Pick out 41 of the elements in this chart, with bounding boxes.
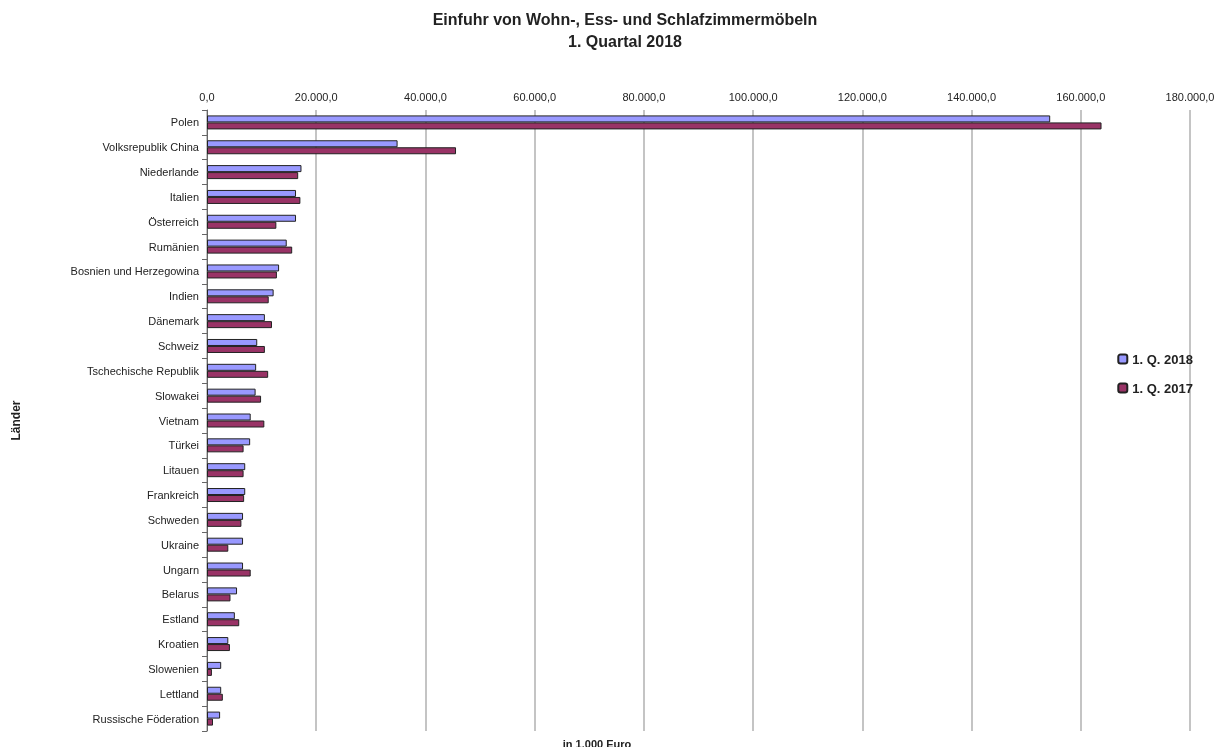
- y-tick-label: Volksrepublik China: [102, 141, 200, 154]
- y-tick-label: Ungarn: [162, 563, 199, 576]
- y-tick-label: Niederlande: [139, 166, 199, 179]
- x-tick-label: 60.000,0: [513, 90, 557, 103]
- y-tick-label: Ukraine: [161, 538, 199, 551]
- y-tick-label: Frankreich: [147, 489, 199, 502]
- x-tick-label: 160.000,0: [1056, 90, 1106, 103]
- x-tick-label: 140.000,0: [947, 90, 997, 103]
- x-tick-label: 0,0: [199, 90, 215, 103]
- chart-title: Einfuhr von Wohn-, Ess- und Schlafzimmermöbeln: [432, 10, 818, 28]
- y-tick-label: Vietnam: [158, 414, 199, 427]
- x-tick-label: 180.000,0: [1165, 90, 1215, 103]
- y-tick-label: Slowakei: [154, 389, 199, 402]
- legend-label: 1. Q. 2018: [1132, 351, 1194, 367]
- y-tick-label: Polen: [170, 116, 199, 129]
- x-tick-label: 80.000,0: [622, 90, 666, 103]
- y-tick-label: Bosnien und Herzegowina: [70, 265, 200, 278]
- y-tick-label: Litauen: [162, 464, 199, 477]
- x-tick-label: 120.000,0: [837, 90, 887, 103]
- y-tick-label: Italien: [169, 190, 199, 203]
- y-tick-label: Schweiz: [158, 339, 199, 352]
- y-tick-label: Schweden: [147, 513, 199, 526]
- x-tick-label: 20.000,0: [294, 90, 338, 103]
- x-tick-label: 100.000,0: [728, 90, 778, 103]
- y-tick-label: Österreich: [148, 215, 199, 228]
- y-tick-label: Rumänien: [148, 240, 199, 253]
- y-tick-label: Belarus: [161, 588, 200, 601]
- y-tick-label: Russische Föderation: [92, 712, 199, 725]
- y-tick-label: Indien: [169, 290, 199, 303]
- y-tick-label: Tschechische Republik: [87, 364, 200, 377]
- y-axis-title: Länder: [9, 400, 23, 441]
- chart-subtitle: 1. Quartal 2018: [568, 32, 683, 50]
- legend-label: 1. Q. 2017: [1132, 380, 1194, 396]
- y-tick-label: Kroatien: [158, 638, 199, 651]
- y-tick-label: Dänemark: [148, 315, 200, 328]
- y-tick-label: Türkei: [168, 439, 199, 452]
- y-tick-label: Estland: [162, 613, 199, 626]
- x-tick-label: 40.000,0: [404, 90, 447, 103]
- y-tick-label: Lettland: [159, 687, 199, 700]
- y-tick-label: Slowenien: [148, 662, 199, 675]
- x-axis-title: in 1.000 Euro: [562, 737, 632, 747]
